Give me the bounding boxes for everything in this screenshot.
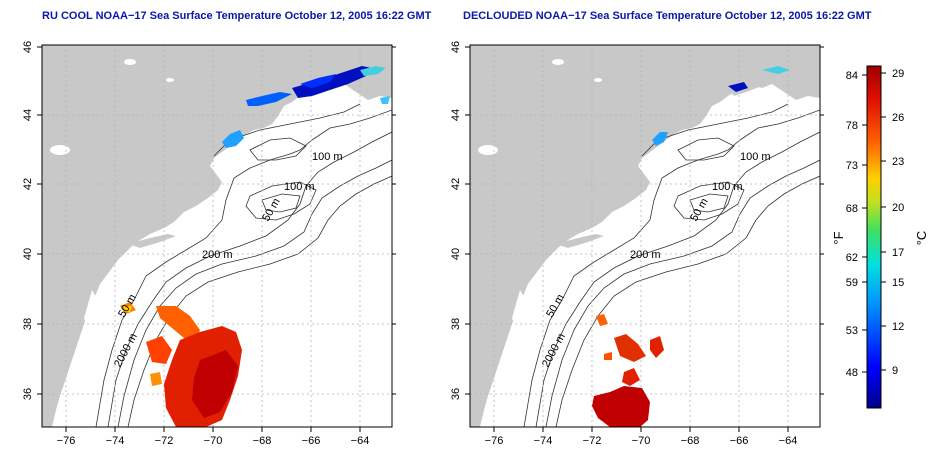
contour-label: 100 m xyxy=(284,181,315,193)
fahrenheit-tick-label: 84 xyxy=(846,70,858,82)
contour-label: 200 m xyxy=(630,249,661,261)
left-map-frame xyxy=(41,44,393,428)
y-tick-label: 46 xyxy=(22,41,34,53)
left-sst-cold-patches xyxy=(222,66,390,148)
fahrenheit-tick-label: 59 xyxy=(846,277,858,289)
y-tick-label: 42 xyxy=(22,178,34,190)
y-tick-label: 40 xyxy=(22,248,34,260)
x-tick-label: −66 xyxy=(302,435,321,447)
fahrenheit-tick-label: 53 xyxy=(846,325,858,337)
y-tick-label: 44 xyxy=(450,109,462,121)
x-tick-label: −74 xyxy=(106,435,125,447)
left-map-title: RU COOL NOAA−17 Sea Surface Temperature … xyxy=(42,10,432,22)
y-tick-label: 40 xyxy=(450,248,462,260)
left-map-base xyxy=(42,45,392,427)
y-tick-label: 38 xyxy=(450,318,462,330)
x-tick-label: −68 xyxy=(681,435,700,447)
left-sst-warm-patches xyxy=(120,302,242,427)
colorbar-ticks: 84 78 73 68 62 59 53 48 29 26 23 20 17 15 12 9 xyxy=(846,68,905,379)
right-sst-cold-patches xyxy=(652,66,790,146)
x-tick-label: −70 xyxy=(204,435,223,447)
celsius-tick-label: 17 xyxy=(892,247,904,259)
celsius-tick-label: 26 xyxy=(892,112,904,124)
y-tick-label: 36 xyxy=(450,388,462,400)
y-tick-label: 44 xyxy=(22,109,34,121)
contour-label: 100 m xyxy=(712,181,743,193)
contour-label: 100 m xyxy=(740,151,771,163)
y-tick-label: 38 xyxy=(22,318,34,330)
contour-label: 200 m xyxy=(202,249,233,261)
celsius-label: °C xyxy=(914,231,929,246)
fahrenheit-tick-label: 68 xyxy=(846,203,858,215)
x-tick-label: −72 xyxy=(583,435,602,447)
x-tick-label: −76 xyxy=(485,435,504,447)
x-tick-label: −70 xyxy=(632,435,651,447)
celsius-tick-label: 15 xyxy=(892,277,904,289)
right-map: 100 m 100 m 50 m 200 m 50 m 2000 m −76 −7… xyxy=(450,41,824,447)
colorbar: 84 78 73 68 62 59 53 48 29 26 23 20 17 15 12 9 °F °C xyxy=(831,65,929,409)
fahrenheit-tick-label: 62 xyxy=(846,252,858,264)
contour-label: 100 m xyxy=(312,151,343,163)
fahrenheit-tick-label: 78 xyxy=(846,120,858,132)
right-axis-ticks: −76 −74 −72 −70 −68 −66 −64 36 38 40 42 44 46 xyxy=(450,41,824,447)
left-map: 100 m 100 m 50 m 200 m 50 m 2000 m −76 −7… xyxy=(22,41,396,447)
celsius-tick-label: 23 xyxy=(892,156,904,168)
x-tick-label: −76 xyxy=(57,435,76,447)
y-tick-label: 42 xyxy=(450,178,462,190)
colorbar-gradient xyxy=(866,65,882,409)
fahrenheit-label: °F xyxy=(831,231,846,244)
x-tick-label: −68 xyxy=(253,435,272,447)
celsius-tick-label: 20 xyxy=(892,202,904,214)
x-tick-label: −64 xyxy=(779,435,798,447)
x-tick-label: −72 xyxy=(155,435,174,447)
left-axis-ticks: −76 −74 −72 −70 −68 −66 −64 36 38 40 42 44 46 xyxy=(22,41,396,447)
y-tick-label: 46 xyxy=(450,41,462,53)
fahrenheit-tick-label: 73 xyxy=(846,160,858,172)
right-sst-warm-patches xyxy=(592,314,664,427)
celsius-tick-label: 9 xyxy=(892,365,898,377)
x-tick-label: −66 xyxy=(730,435,749,447)
celsius-tick-label: 12 xyxy=(892,321,904,333)
right-map-frame xyxy=(469,44,821,428)
x-tick-label: −64 xyxy=(351,435,370,447)
right-map-title: DECLOUDED NOAA−17 Sea Surface Temperatur… xyxy=(463,10,872,22)
x-tick-label: −74 xyxy=(534,435,553,447)
right-map-base xyxy=(470,45,820,427)
y-tick-label: 36 xyxy=(22,388,34,400)
fahrenheit-tick-label: 48 xyxy=(846,367,858,379)
celsius-tick-label: 29 xyxy=(892,68,904,80)
